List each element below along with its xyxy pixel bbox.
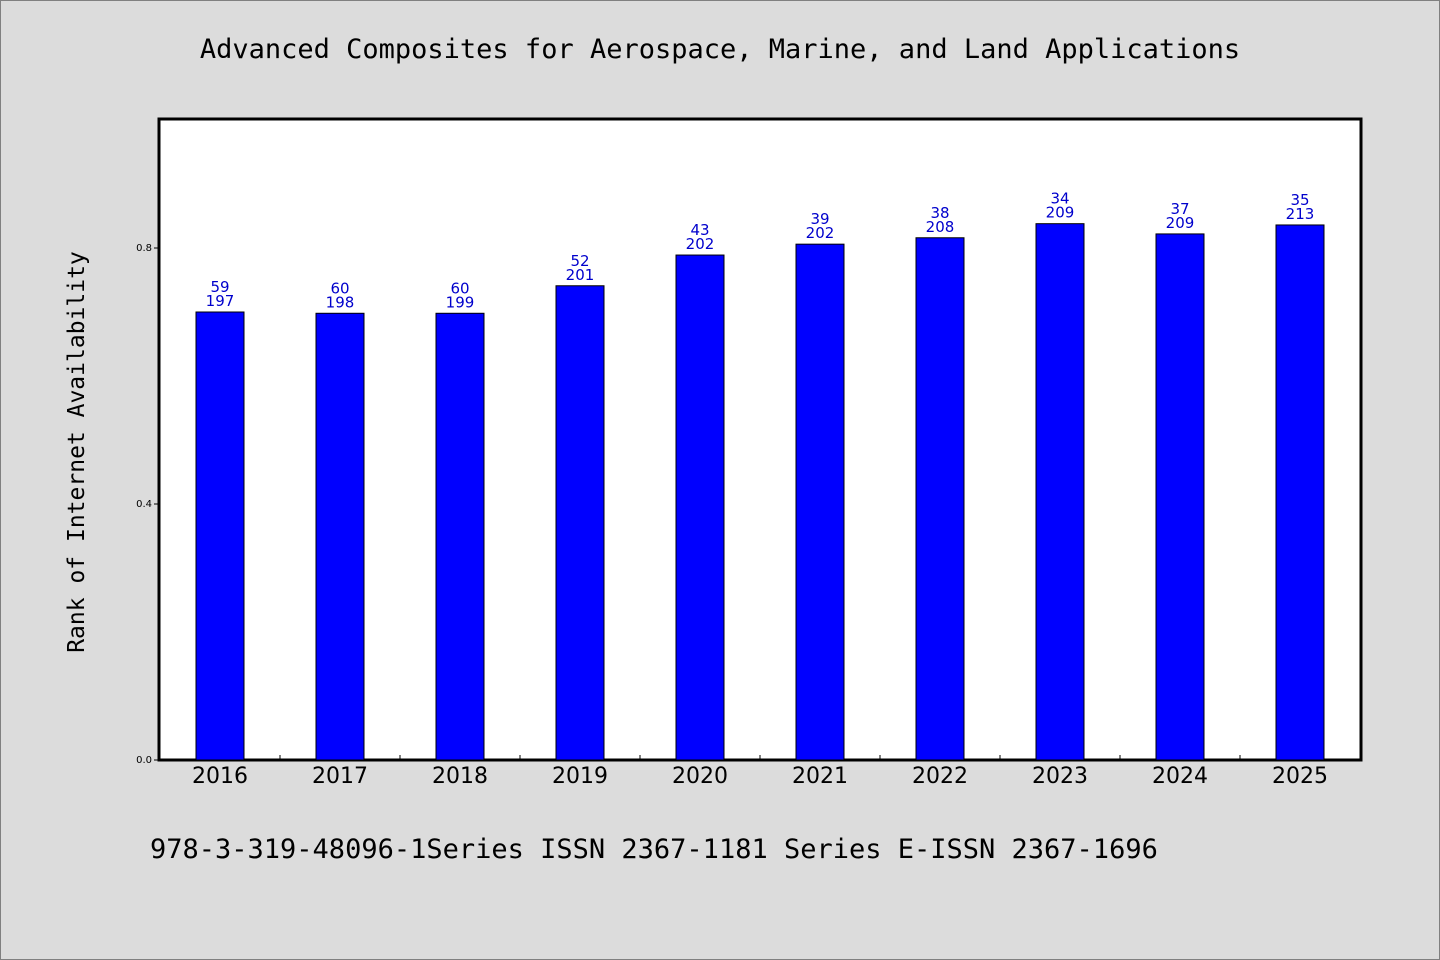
bar xyxy=(1275,224,1325,761)
data-label-rank: 39 xyxy=(810,210,829,228)
bar xyxy=(1035,223,1085,761)
chart-title: Advanced Composites for Aerospace, Marin… xyxy=(199,34,1241,65)
data-label-count: 197 xyxy=(206,292,235,310)
data-label-rank: 34 xyxy=(1050,190,1069,208)
y-tick-label: 0.0 xyxy=(136,755,152,766)
data-label-rank: 52 xyxy=(570,252,589,270)
data-label-count: 202 xyxy=(686,235,715,253)
data-label-rank: 38 xyxy=(930,204,949,222)
footer-issn-note: 978-3-319-48096-1Series ISSN 2367-1181 S… xyxy=(150,834,1158,865)
y-axis: 0.0 0.4 0.8 xyxy=(136,243,160,766)
data-label-count: 202 xyxy=(806,224,835,242)
data-label-rank: 37 xyxy=(1170,200,1189,218)
data-label-count: 209 xyxy=(1046,204,1075,222)
bar xyxy=(435,312,485,761)
data-label-count: 209 xyxy=(1166,214,1195,232)
x-axis: 2016 2017 2018 2019 2020 2021 2022 2023 2024 2025 xyxy=(192,755,1328,789)
x-tick-label: 2020 xyxy=(672,764,728,789)
y-tick-label: 0.4 xyxy=(136,499,152,510)
x-tick-label: 2016 xyxy=(192,764,248,789)
data-label-rank: 43 xyxy=(690,221,709,239)
x-tick-label: 2017 xyxy=(312,764,368,789)
data-label-count: 208 xyxy=(926,218,955,236)
data-labels: 5919760198601995220143202392023820834209… xyxy=(206,190,1315,312)
data-label-rank: 60 xyxy=(450,279,469,297)
data-label-rank: 35 xyxy=(1290,191,1309,209)
data-label-rank: 60 xyxy=(330,279,349,297)
data-label-rank: 59 xyxy=(210,278,229,296)
data-label-count: 213 xyxy=(1286,205,1315,223)
data-label-count: 201 xyxy=(566,266,595,284)
bar xyxy=(795,243,845,761)
data-label-count: 198 xyxy=(326,293,355,311)
bar xyxy=(195,311,245,761)
x-tick-label: 2018 xyxy=(432,764,488,789)
x-tick-label: 2024 xyxy=(1152,764,1208,789)
bar xyxy=(555,285,605,761)
x-tick-label: 2025 xyxy=(1272,764,1328,789)
bar xyxy=(315,312,365,761)
bar xyxy=(1155,233,1205,761)
x-tick-label: 2022 xyxy=(912,764,968,789)
bar-series xyxy=(195,223,1325,761)
x-tick-label: 2021 xyxy=(792,764,848,789)
x-tick-label: 2019 xyxy=(552,764,608,789)
bar xyxy=(915,237,965,761)
bar xyxy=(675,254,725,761)
y-tick-label: 0.8 xyxy=(136,243,152,254)
x-tick-label: 2023 xyxy=(1032,764,1088,789)
data-label-count: 199 xyxy=(446,293,475,311)
